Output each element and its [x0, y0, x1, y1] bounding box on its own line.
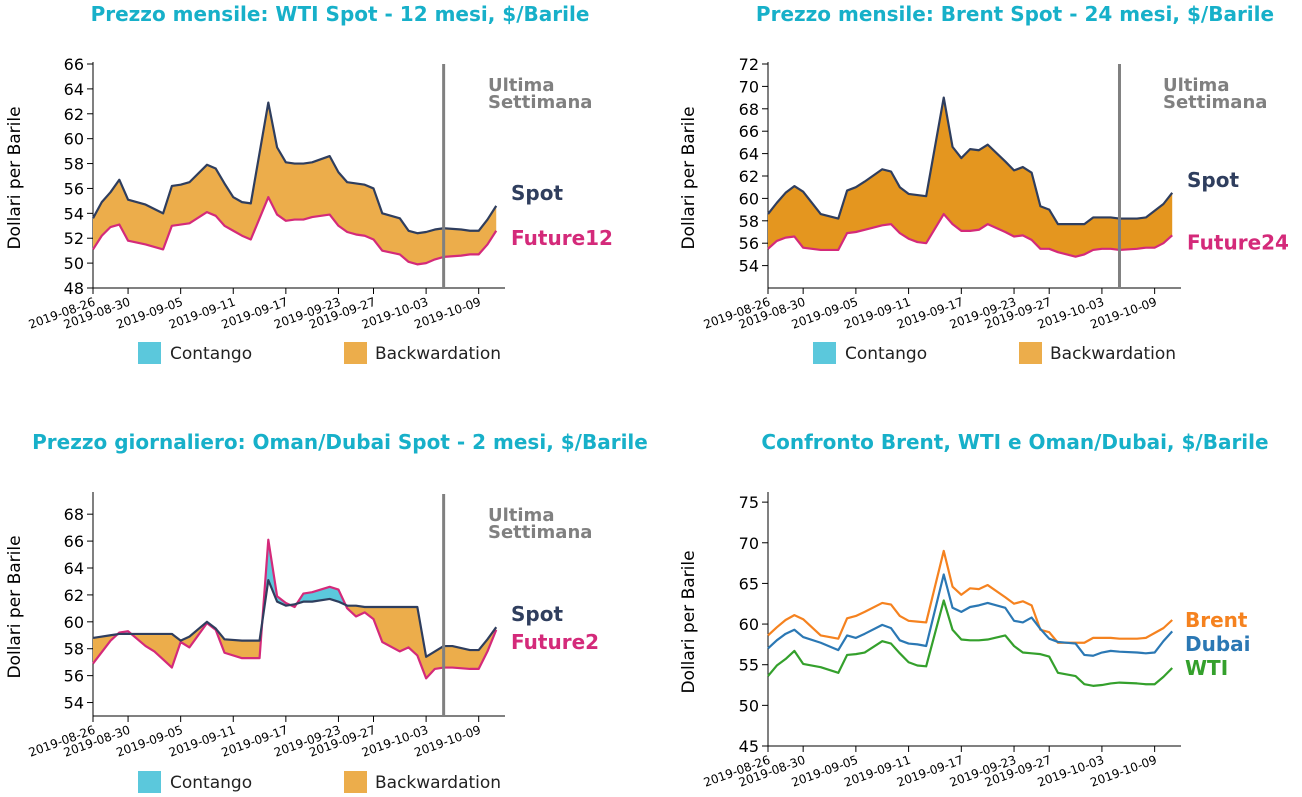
- y-tick-label: 64: [64, 80, 84, 99]
- spot-series-label: Spot: [1187, 168, 1239, 192]
- last-week-label-line1: Ultima: [488, 505, 554, 526]
- last-week-label-line1: Ultima: [1163, 75, 1229, 96]
- y-tick-label: 60: [64, 130, 84, 149]
- legend-swatch-backwardation: [344, 342, 367, 364]
- last-week-label-line1: Ultima: [488, 75, 554, 96]
- backwardation-area: [93, 102, 497, 265]
- y-tick-label: 54: [64, 204, 84, 223]
- y-tick-label: 62: [739, 167, 759, 186]
- chart-legend: Contango Backwardation: [138, 342, 501, 364]
- y-tick-label: 56: [64, 667, 84, 686]
- future-series-label: Future2: [511, 630, 599, 654]
- legend-label-backwardation: Backwardation: [375, 773, 501, 793]
- backwardation-area: [93, 634, 118, 664]
- backwardation-area: [345, 604, 497, 679]
- y-tick-label: 70: [739, 534, 759, 553]
- y-tick-label: 55: [739, 656, 759, 675]
- y-axis-label: Dollari per Barile: [679, 550, 699, 693]
- chart-legend: Contango Backwardation: [813, 342, 1176, 364]
- chart-compare: Confronto Brent, WTI e Oman/Dubai, $/Bar…: [679, 430, 1269, 790]
- y-axis-label: Dollari per Barile: [5, 106, 25, 249]
- spot-line: [767, 96, 1174, 226]
- series-label-wti: WTI: [1185, 656, 1228, 680]
- legend-swatch-contango: [138, 342, 161, 364]
- chart-title: Prezzo giornaliero: Oman/Dubai Spot - 2 …: [32, 430, 648, 454]
- legend-swatch-backwardation: [1019, 342, 1042, 364]
- legend-swatch-contango: [813, 342, 836, 364]
- chart-legend: Contango Backwardation: [138, 771, 501, 793]
- series-line-wti: [767, 599, 1173, 687]
- future-line: [92, 538, 498, 680]
- y-tick-label: 72: [739, 55, 759, 74]
- y-tick-label: 64: [739, 145, 759, 164]
- y-tick-label: 70: [739, 77, 759, 96]
- y-tick-label: 62: [64, 105, 84, 124]
- y-tick-label: 58: [64, 640, 84, 659]
- y-tick-label: 48: [64, 279, 84, 298]
- series-line-dubai: [767, 573, 1174, 657]
- y-tick-label: 60: [739, 189, 759, 208]
- future-line: [767, 212, 1173, 258]
- spot-line: [92, 101, 498, 235]
- legend-swatch-backwardation: [344, 771, 367, 793]
- y-tick-label: 66: [64, 55, 84, 74]
- spot-line: [92, 579, 498, 658]
- y-tick-label: 56: [739, 234, 759, 253]
- y-tick-label: 60: [64, 613, 84, 632]
- backwardation-area: [768, 97, 1173, 257]
- legend-label-backwardation: Backwardation: [1050, 344, 1176, 364]
- y-tick-label: 75: [739, 493, 759, 512]
- y-tick-label: 56: [64, 179, 84, 198]
- y-tick-label: 68: [739, 100, 759, 119]
- series-label-brent: Brent: [1185, 608, 1248, 632]
- y-axis-label: Dollari per Barile: [679, 106, 699, 249]
- y-tick-label: 54: [739, 257, 759, 276]
- chart-title: Confronto Brent, WTI e Oman/Dubai, $/Bar…: [761, 430, 1268, 454]
- last-week-label-line2: Settimana: [488, 92, 592, 113]
- future-line: [92, 196, 498, 266]
- y-tick-label: 50: [64, 254, 84, 273]
- contango-area: [296, 586, 346, 605]
- series-label-dubai: Dubai: [1185, 632, 1251, 656]
- future-series-label: Future24: [1187, 230, 1289, 254]
- y-tick-label: 68: [64, 505, 84, 524]
- y-tick-label: 65: [739, 574, 759, 593]
- y-tick-label: 58: [64, 155, 84, 174]
- future-series-label: Future12: [511, 226, 613, 250]
- y-tick-label: 66: [739, 122, 759, 141]
- y-tick-label: 52: [64, 229, 84, 248]
- y-tick-label: 50: [739, 696, 759, 715]
- legend-label-backwardation: Backwardation: [375, 344, 501, 364]
- y-tick-label: 66: [64, 532, 84, 551]
- legend-label-contango: Contango: [170, 773, 252, 793]
- legend-label-contango: Contango: [845, 344, 927, 364]
- backwardation-area: [131, 621, 263, 668]
- chart-brent: Prezzo mensile: Brent Spot - 24 mesi, $/…: [679, 2, 1289, 364]
- legend-label-contango: Contango: [170, 344, 252, 364]
- spot-series-label: Spot: [511, 602, 563, 626]
- chart-wti: Prezzo mensile: WTI Spot - 12 mesi, $/Ba…: [5, 2, 613, 364]
- chart-title: Prezzo mensile: WTI Spot - 12 mesi, $/Ba…: [91, 2, 590, 26]
- last-week-label-line2: Settimana: [488, 522, 592, 543]
- legend-swatch-contango: [138, 771, 161, 793]
- y-tick-label: 64: [64, 559, 84, 578]
- y-axis-label: Dollari per Barile: [5, 535, 25, 678]
- y-tick-label: 45: [739, 737, 759, 756]
- series-line-brent: [767, 549, 1173, 644]
- last-week-label-line2: Settimana: [1163, 92, 1267, 113]
- spot-series-label: Spot: [511, 181, 563, 205]
- y-tick-label: 54: [64, 694, 84, 713]
- y-tick-label: 62: [64, 586, 84, 605]
- y-tick-label: 60: [739, 615, 759, 634]
- chart-title: Prezzo mensile: Brent Spot - 24 mesi, $/…: [756, 2, 1274, 26]
- y-tick-label: 58: [739, 212, 759, 231]
- chart-dubai: Prezzo giornaliero: Oman/Dubai Spot - 2 …: [5, 430, 648, 793]
